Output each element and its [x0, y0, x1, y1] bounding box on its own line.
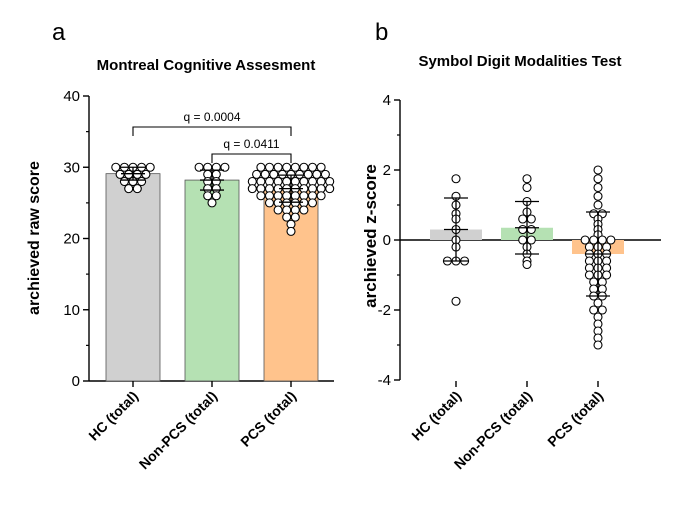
data-point: [247, 184, 257, 194]
data-point: [211, 191, 221, 201]
data-point: [593, 165, 603, 175]
data-point: [273, 162, 283, 172]
chart-a-title: Montreal Cognitive Assesment: [97, 57, 316, 74]
data-point: [522, 259, 532, 270]
data-point: [124, 184, 134, 194]
data-point: [451, 296, 461, 306]
data-point: [137, 176, 147, 187]
data-point: [132, 184, 142, 194]
data-point: [203, 191, 213, 201]
data-point: [111, 162, 121, 172]
data-point: [451, 174, 461, 184]
data-point: [518, 224, 528, 235]
y-tick-label: 2: [383, 162, 391, 179]
y-tick-label: 0: [72, 373, 80, 390]
data-point: [277, 169, 287, 179]
data-point: [252, 169, 262, 179]
data-point: [522, 182, 532, 193]
data-point: [518, 214, 528, 224]
data-point: [602, 270, 612, 280]
data-point: [589, 305, 599, 315]
panel-letter-a: a: [52, 19, 66, 46]
bar-2: [184, 179, 240, 382]
chart-b-title: Symbol Digit Modalities Test: [418, 53, 621, 70]
category-label: HC (total): [408, 388, 464, 444]
data-point: [145, 162, 155, 172]
data-point: [256, 162, 266, 172]
data-point: [584, 270, 594, 280]
data-point: [593, 298, 603, 308]
data-point: [141, 169, 151, 179]
data-point: [256, 191, 266, 201]
data-point: [282, 162, 292, 172]
data-point: [269, 169, 279, 179]
data-point: [320, 169, 330, 179]
data-point: [526, 214, 536, 224]
category-label: Non-PCS (total): [451, 388, 535, 472]
data-point: [264, 198, 275, 208]
data-point: [316, 191, 326, 201]
y-tick-label: -4: [378, 372, 391, 389]
data-point: [286, 226, 296, 236]
y-tick-label: 20: [63, 231, 80, 248]
significance-label: q = 0.0004: [183, 110, 240, 124]
data-point: [522, 174, 532, 184]
y-tick-label: 40: [63, 88, 80, 105]
data-point: [115, 169, 125, 179]
data-point: [593, 200, 603, 210]
category-label: PCS (total): [237, 388, 299, 450]
data-point: [260, 169, 270, 179]
data-point: [580, 235, 590, 245]
chart-b-ylabel: archieved z-score: [361, 164, 380, 308]
data-point: [316, 162, 326, 172]
data-point: [526, 224, 536, 235]
data-point: [606, 235, 616, 245]
data-point: [307, 162, 318, 172]
category-label: PCS (total): [544, 388, 606, 450]
data-point: [290, 212, 300, 222]
data-point: [312, 169, 322, 179]
chart-a: 0 10 20 30 40 HC (total)Non-PCS (total) PCS (t…: [63, 88, 335, 472]
chart-b: -4 -2 0 2 4 HC (total)Non-PCS (total) PCS (tot…: [378, 92, 661, 472]
y-tick-label: 30: [63, 159, 80, 176]
data-point: [124, 169, 134, 179]
data-point: [295, 169, 305, 179]
data-point: [325, 184, 335, 194]
data-point: [299, 162, 309, 172]
significance-label: q = 0.0411: [223, 137, 279, 151]
y-tick-label: 10: [63, 302, 80, 319]
bar-1: [105, 173, 161, 382]
data-point: [593, 340, 603, 350]
data-point: [593, 182, 603, 193]
data-point: [307, 198, 318, 208]
data-point: [207, 198, 217, 208]
data-point: [194, 162, 204, 172]
data-point: [299, 205, 309, 215]
significance-bracket: [211, 153, 292, 163]
data-point: [597, 305, 607, 315]
data-point: [303, 169, 313, 179]
data-point: [290, 162, 300, 172]
panel-letter-b: b: [375, 19, 388, 46]
category-label: Non-PCS (total): [136, 388, 220, 472]
chart-a-ylabel: archieved raw score: [26, 161, 43, 315]
category-label: HC (total): [85, 388, 141, 444]
y-tick-label: 4: [383, 92, 391, 109]
significance-bracket: [132, 126, 292, 136]
y-tick-label: 0: [383, 232, 391, 249]
y-tick-label: -2: [378, 302, 391, 319]
data-point: [593, 174, 603, 184]
data-point: [593, 191, 603, 201]
data-point: [132, 169, 142, 179]
data-point: [119, 176, 129, 187]
data-point: [220, 162, 230, 172]
data-point: [264, 162, 275, 172]
data-point: [282, 212, 292, 222]
data-point: [273, 205, 283, 215]
